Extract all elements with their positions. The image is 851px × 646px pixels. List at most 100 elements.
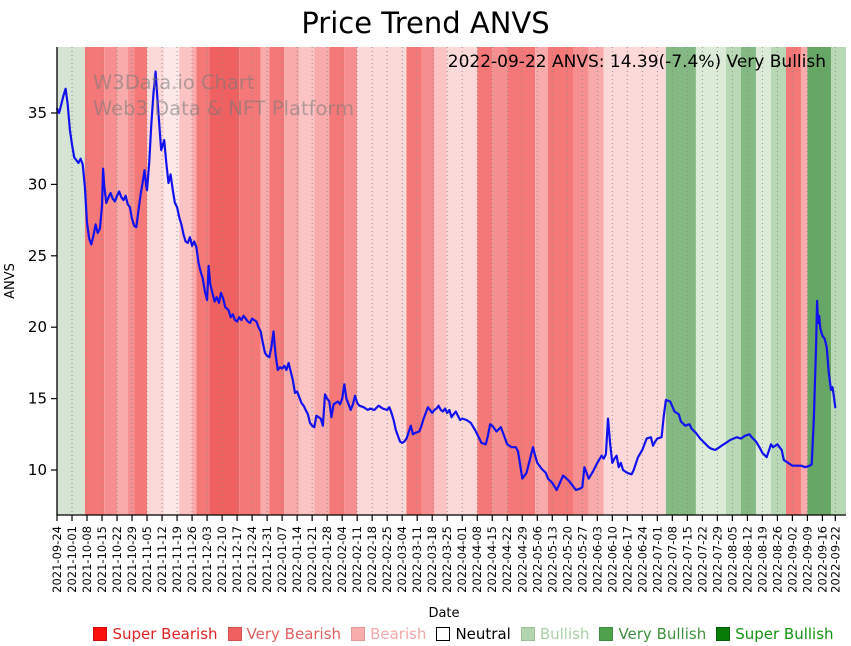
y-tick-label: 20: [28, 318, 47, 336]
y-axis-label: ANVS: [3, 263, 18, 299]
x-tick-label: 2022-03-25: [440, 526, 454, 593]
x-tick-label: 2022-05-20: [560, 526, 574, 593]
x-tick-label: 2021-12-24: [245, 526, 259, 593]
x-tick-label: 2021-11-26: [185, 526, 199, 593]
sentiment-band: [807, 47, 831, 515]
x-tick-label: 2022-09-02: [785, 526, 799, 593]
x-tick-label: 2022-02-11: [350, 526, 364, 593]
x-tick-label: 2022-06-24: [635, 526, 649, 593]
sentiment-band: [507, 47, 536, 515]
sentiment-band: [260, 47, 270, 515]
x-tick-label: 2022-05-06: [530, 526, 544, 593]
sentiment-band: [357, 47, 407, 515]
x-tick-label: 2022-04-29: [515, 526, 529, 593]
x-tick-label: 2022-09-16: [815, 526, 829, 593]
legend-swatch: [351, 627, 366, 641]
y-tick-label: 30: [28, 175, 47, 193]
x-tick-label: 2022-08-26: [770, 526, 784, 593]
sentiment-band: [588, 47, 604, 515]
sentiment-band: [800, 47, 808, 515]
sentiment-band: [740, 47, 756, 515]
sentiment-band: [164, 47, 180, 515]
sentiment-band: [725, 47, 741, 515]
x-tick-label: 2022-05-13: [545, 526, 559, 593]
watermark: W3Data.io Chart Web3 Data & NFT Platform: [93, 70, 354, 122]
sentiment-band: [127, 47, 135, 515]
x-tick-label: 2022-08-05: [725, 526, 739, 593]
x-tick-label: 2022-05-27: [575, 526, 589, 593]
legend-swatch: [520, 627, 535, 641]
y-tick-label: 10: [28, 461, 47, 479]
x-tick-label: 2022-03-18: [425, 526, 439, 593]
x-tick-label: 2021-10-29: [125, 526, 139, 593]
legend-label: Super Bullish: [735, 625, 834, 643]
x-tick-label: 2022-04-15: [485, 526, 499, 593]
legend-item: Very Bearish: [227, 625, 341, 643]
sentiment-band: [785, 47, 801, 515]
sentiment-band: [147, 47, 165, 515]
legend-item: Bullish: [520, 625, 590, 643]
sentiment-band: [492, 47, 508, 515]
legend-label: Bearish: [370, 625, 427, 643]
x-tick-label: 2022-02-04: [335, 526, 349, 593]
x-tick-label: 2021-11-05: [140, 526, 154, 593]
sentiment-band: [269, 47, 285, 515]
x-tick-label: 2022-07-15: [680, 526, 694, 593]
x-tick-label: 2021-10-08: [80, 526, 94, 593]
sentiment-band: [134, 47, 148, 515]
sentiment-band: [603, 47, 666, 515]
legend-swatch: [227, 627, 242, 641]
x-tick-label: 2021-12-03: [200, 526, 214, 593]
sentiment-band: [84, 47, 105, 515]
x-tick-label: 2021-11-19: [170, 526, 184, 593]
legend-item: Super Bullish: [716, 625, 834, 643]
sentiment-band: [573, 47, 589, 515]
x-tick-label: 2022-01-07: [275, 526, 289, 593]
x-tick-label: 2021-10-01: [65, 526, 79, 593]
x-tick-label: 2022-06-17: [620, 526, 634, 593]
sentiment-band: [770, 47, 786, 515]
sentiment-band: [695, 47, 726, 515]
sentiment-band: [447, 47, 478, 515]
sentiment-band: [477, 47, 493, 515]
x-tick-label: 2022-01-14: [290, 526, 304, 593]
sentiment-band: [665, 47, 696, 515]
x-tick-label: 2022-02-25: [380, 526, 394, 593]
x-tick-label: 2022-08-12: [740, 526, 754, 593]
sentiment-band: [830, 47, 846, 515]
x-tick-label: 2022-03-04: [395, 526, 409, 593]
price-line: [55, 70, 837, 492]
sentiment-band: [329, 47, 345, 515]
legend-label: Bullish: [539, 625, 590, 643]
sentiment-band: [421, 47, 435, 515]
x-tick-label: 2021-09-24: [50, 526, 64, 593]
x-tick-label: 2022-01-28: [320, 526, 334, 593]
x-axis-label: Date: [428, 606, 459, 621]
watermark-line1: W3Data.io Chart: [93, 71, 255, 94]
x-tick-label: 2022-02-18: [365, 526, 379, 593]
x-tick-label: 2022-07-08: [665, 526, 679, 593]
x-tick-label: 2022-09-09: [800, 526, 814, 593]
sentiment-band: [192, 47, 197, 515]
page-title: Price Trend ANVS: [301, 6, 550, 40]
sentiment-legend: Super Bearish Very Bearish Bearish Neutral B…: [0, 625, 851, 643]
legend-label: Very Bullish: [618, 625, 707, 643]
x-tick-label: 2021-10-22: [110, 526, 124, 593]
sentiment-band: [117, 47, 128, 515]
legend-swatch: [716, 627, 731, 641]
watermark-line2: Web3 Data & NFT Platform: [93, 97, 355, 120]
sentiment-band: [209, 47, 240, 515]
sentiment-band: [179, 47, 193, 515]
x-tick-label: 2021-11-12: [155, 526, 169, 593]
latest-price-annotation: 2022-09-22 ANVS: 14.39(-7.4%) Very Bulli…: [447, 52, 826, 72]
legend-swatch: [436, 627, 451, 641]
sentiment-band: [547, 47, 574, 515]
legend-item: Very Bullish: [599, 625, 706, 643]
sentiment-band: [299, 47, 315, 515]
legend-swatch: [599, 627, 614, 641]
y-tick-label: 15: [28, 390, 47, 408]
sentiment-band: [104, 47, 118, 515]
x-tick-label: 2022-07-01: [650, 526, 664, 593]
x-tick-label: 2022-03-11: [410, 526, 424, 593]
